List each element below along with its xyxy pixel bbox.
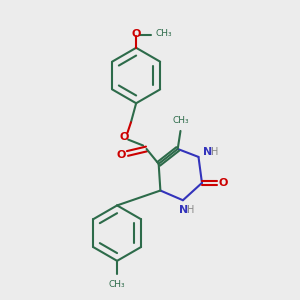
Text: O: O [218, 178, 227, 188]
Text: H: H [212, 147, 219, 157]
Text: H: H [187, 205, 195, 214]
Text: CH₃: CH₃ [109, 280, 125, 289]
Text: N: N [179, 205, 188, 214]
Text: CH₃: CH₃ [155, 29, 172, 38]
Text: O: O [131, 28, 141, 39]
Text: O: O [119, 132, 129, 142]
Text: CH₃: CH₃ [172, 116, 189, 125]
Text: N: N [203, 147, 212, 157]
Text: O: O [117, 150, 126, 160]
